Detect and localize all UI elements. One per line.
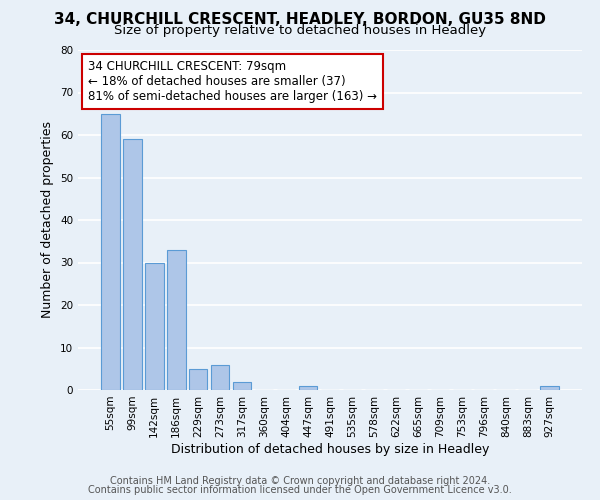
Y-axis label: Number of detached properties: Number of detached properties [41, 122, 55, 318]
Bar [101, 114, 119, 390]
Text: Contains public sector information licensed under the Open Government Licence v3: Contains public sector information licen… [88, 485, 512, 495]
X-axis label: Distribution of detached houses by size in Headley: Distribution of detached houses by size … [171, 442, 489, 456]
Text: Size of property relative to detached houses in Headley: Size of property relative to detached ho… [114, 24, 486, 37]
Bar [189, 369, 208, 390]
Text: 34, CHURCHILL CRESCENT, HEADLEY, BORDON, GU35 8ND: 34, CHURCHILL CRESCENT, HEADLEY, BORDON,… [54, 12, 546, 28]
Bar [167, 250, 185, 390]
Bar [145, 262, 164, 390]
Text: 34 CHURCHILL CRESCENT: 79sqm
← 18% of detached houses are smaller (37)
81% of se: 34 CHURCHILL CRESCENT: 79sqm ← 18% of de… [88, 60, 377, 103]
Bar [211, 364, 229, 390]
Bar [299, 386, 317, 390]
Bar [123, 139, 142, 390]
Text: Contains HM Land Registry data © Crown copyright and database right 2024.: Contains HM Land Registry data © Crown c… [110, 476, 490, 486]
Bar [233, 382, 251, 390]
Bar [541, 386, 559, 390]
